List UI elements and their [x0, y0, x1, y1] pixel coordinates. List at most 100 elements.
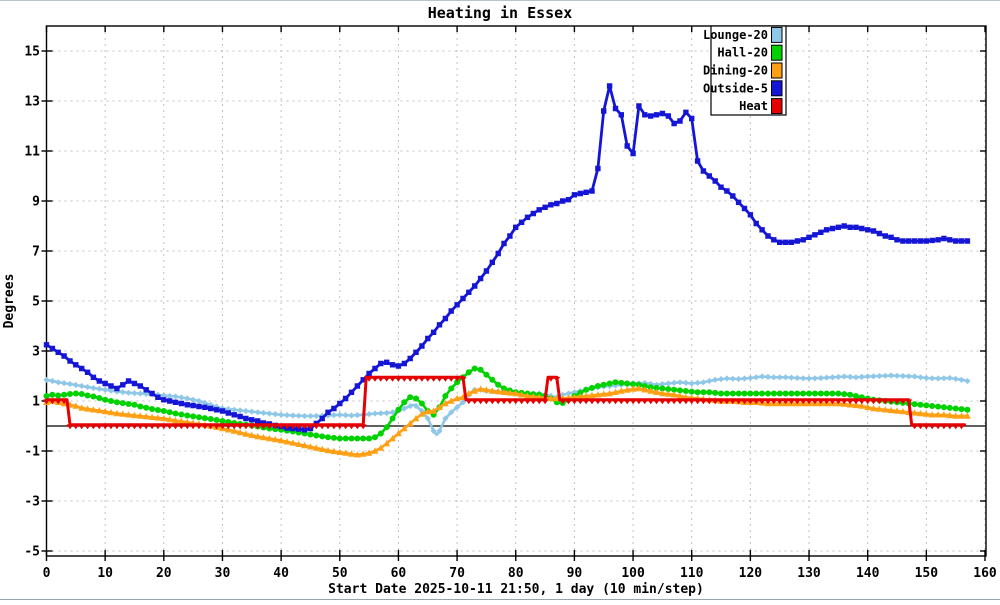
marker — [600, 381, 607, 388]
x-tick-label: 150 — [915, 566, 939, 581]
marker — [847, 391, 854, 398]
legend: Lounge-20 Hall-20 Dining-20 Outside-5 Heat — [703, 25, 787, 116]
marker — [729, 390, 736, 397]
marker — [612, 379, 619, 386]
marker — [735, 390, 742, 397]
marker — [348, 435, 355, 442]
marker — [946, 404, 953, 411]
marker — [448, 385, 455, 392]
y-tick-label: 3 — [32, 345, 40, 360]
marker — [383, 424, 390, 431]
marker — [102, 396, 109, 403]
marker — [477, 366, 484, 373]
marker — [72, 390, 79, 397]
marker — [418, 400, 425, 407]
marker — [964, 406, 971, 413]
marker — [694, 389, 701, 396]
marker — [589, 384, 596, 391]
marker — [671, 386, 678, 393]
marker — [178, 411, 185, 418]
y-tick-label: 9 — [32, 195, 40, 210]
marker — [325, 434, 332, 441]
marker — [96, 395, 103, 401]
marker — [706, 389, 713, 396]
marker — [641, 383, 648, 389]
marker — [131, 401, 138, 408]
y-tick-label: 11 — [24, 145, 40, 160]
marker — [471, 365, 478, 372]
marker — [78, 391, 85, 397]
marker — [143, 404, 150, 411]
marker — [952, 405, 959, 412]
x-tick-label: 0 — [43, 566, 51, 581]
marker — [841, 391, 848, 398]
marker — [788, 390, 795, 397]
marker — [770, 390, 777, 397]
marker — [413, 395, 420, 402]
x-tick-label: 60 — [391, 566, 407, 581]
marker — [712, 389, 719, 396]
marker — [917, 401, 924, 408]
y-tick-label: 1 — [32, 395, 40, 410]
y-tick-label: -5 — [24, 545, 40, 560]
marker — [741, 390, 748, 397]
marker — [389, 415, 396, 422]
marker — [635, 381, 642, 388]
marker — [630, 381, 637, 388]
legend-swatch-lounge-20 — [771, 26, 783, 43]
series-lines — [43, 83, 971, 458]
legend-swatch-outside-5 — [771, 80, 783, 97]
marker — [723, 390, 730, 397]
marker — [800, 390, 807, 397]
x-tick-label: 70 — [449, 566, 465, 581]
marker — [823, 390, 830, 397]
marker — [465, 369, 472, 376]
marker — [442, 393, 449, 399]
marker — [624, 380, 631, 387]
x-tick-label: 40 — [273, 566, 289, 581]
marker — [454, 379, 461, 386]
marker — [160, 408, 167, 414]
x-tick-label: 140 — [856, 566, 880, 581]
marker — [407, 394, 414, 401]
marker — [196, 414, 203, 421]
x-tick-label: 10 — [97, 566, 113, 581]
marker — [377, 430, 384, 437]
y-axis-label: Degrees — [2, 274, 17, 329]
plot-border — [45, 25, 987, 557]
marker — [647, 384, 654, 391]
marker — [49, 391, 56, 398]
marker — [207, 416, 214, 422]
marker — [342, 435, 349, 442]
marker — [618, 379, 625, 386]
y-tick-label: 15 — [24, 45, 40, 60]
marker — [495, 381, 502, 388]
x-tick-label: 80 — [508, 566, 524, 581]
marker — [829, 390, 836, 397]
marker — [594, 383, 601, 389]
marker — [219, 418, 226, 424]
marker — [395, 406, 402, 413]
x-axis-label: Start Date 2025-10-11 21:50, 1 day (10 m… — [328, 582, 704, 597]
series-heat — [43, 375, 966, 430]
y-tick-label: -1 — [24, 445, 40, 460]
marker — [935, 403, 942, 410]
marker — [184, 412, 191, 419]
marker — [119, 400, 126, 407]
legend-label-outside-5: Outside-5 — [703, 81, 768, 95]
marker — [336, 435, 343, 442]
marker — [61, 391, 68, 398]
series-hall-20 — [43, 365, 971, 442]
marker — [201, 415, 208, 422]
x-tick-label: 30 — [215, 566, 231, 581]
marker — [213, 417, 220, 423]
marker — [489, 376, 496, 383]
legend-swatch-dining-20 — [771, 62, 783, 79]
chart-title: Heating in Essex — [428, 4, 573, 22]
marker — [125, 401, 132, 407]
marker — [852, 393, 859, 399]
y-tick-label: 5 — [32, 295, 40, 310]
